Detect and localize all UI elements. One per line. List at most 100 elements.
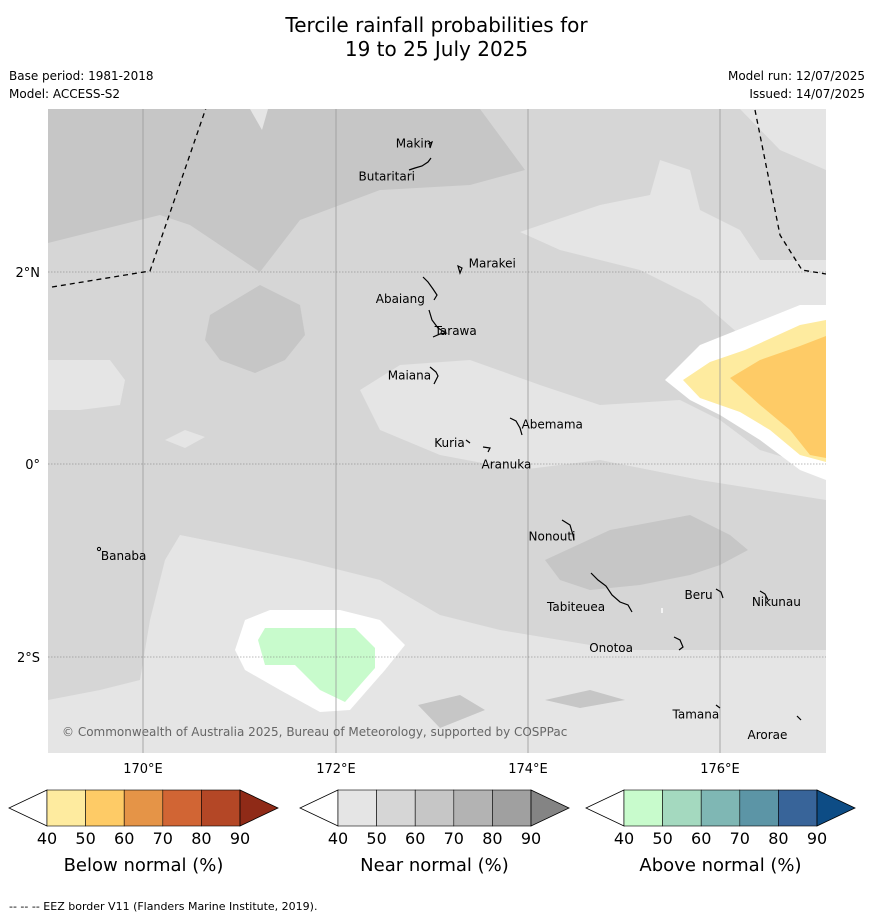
- copyright-notice: © Commonwealth of Australia 2025, Bureau…: [62, 725, 567, 739]
- place-labels: Makin Butaritari Marakei Abaiang Tarawa Maian…: [101, 137, 801, 743]
- colorbar-lower-arrow: [8, 789, 48, 827]
- colorbar-segment: [778, 789, 818, 827]
- near-normal-40-50-area: [740, 109, 826, 170]
- model-run-date: Model run: 12/07/2025: [727, 69, 865, 83]
- colorbar-title: Below normal (%): [64, 855, 224, 876]
- near-normal-40-50-area: [165, 430, 205, 448]
- near-normal-60-70-area: [545, 515, 748, 590]
- latitude-tick-labels: 2°N 0° 2°S: [16, 266, 41, 666]
- colorbar-segment: [623, 789, 663, 827]
- colorbar-tick-label: 40: [328, 829, 348, 848]
- longitude-tick-label: 174°E: [508, 762, 548, 777]
- colorbar-tick-label: 90: [521, 829, 541, 848]
- title-line-2: 19 to 25 July 2025: [344, 37, 529, 61]
- colorbar-tick-label: 90: [807, 829, 827, 848]
- issued-date: Issued: 14/07/2025: [749, 87, 865, 101]
- place-label-abemama: Abemama: [522, 418, 583, 432]
- near-normal-60-70-area: [545, 690, 625, 708]
- colorbar-lower-arrow: [585, 789, 625, 827]
- colorbar-segment: [46, 789, 86, 827]
- colorbar-tick-label: 70: [444, 829, 464, 848]
- colorbar-segment: [662, 789, 702, 827]
- colorbar-segment: [739, 789, 779, 827]
- place-label-onotoa: Onotoa: [589, 641, 633, 655]
- near-normal-40-50-area: [48, 535, 826, 753]
- colorbar-legends: 40 50 60 70 80 90 Below normal (%) 40 50 60 70 80 90…: [8, 789, 856, 876]
- colorbar-segment: [201, 789, 241, 827]
- below-normal-50-60-area: [730, 336, 826, 458]
- latitude-tick-label: 2°N: [16, 266, 41, 281]
- place-label-tabiteuea: Tabiteuea: [546, 600, 605, 614]
- near-normal-60-70-area: [418, 695, 485, 728]
- near-normal-60-70-area: [205, 285, 305, 373]
- colorbar-lower-arrow: [299, 789, 339, 827]
- colorbar-segment: [453, 789, 493, 827]
- colorbar-tick-label: 60: [114, 829, 134, 848]
- longitude-tick-label: 170°E: [123, 762, 163, 777]
- longitude-tick-label: 176°E: [700, 762, 740, 777]
- colorbar-tick-label: 90: [230, 829, 250, 848]
- island-outlines: [408, 140, 802, 721]
- place-label-abaiang: Abaiang: [376, 292, 425, 306]
- place-label-marakei: Marakei: [469, 257, 516, 271]
- place-label-aranuka: Aranuka: [482, 458, 532, 472]
- colorbar-upper-arrow: [530, 789, 570, 827]
- colorbar-segment: [85, 789, 125, 827]
- colorbar-tick-label: 50: [366, 829, 386, 848]
- latitude-tick-label: 0°: [25, 458, 40, 473]
- colorbar-1: 40 50 60 70 80 90 Below normal (%): [8, 789, 279, 876]
- colorbar-tick-label: 60: [405, 829, 425, 848]
- above-normal-40-50-area: [258, 628, 375, 702]
- colorbar-2: 40 50 60 70 80 90 Near normal (%): [299, 789, 570, 876]
- colorbar-tick-label: 70: [730, 829, 750, 848]
- colorbar-segment: [700, 789, 741, 827]
- colorbar-upper-arrow: [239, 789, 279, 827]
- banaba-island-outline: [96, 546, 102, 552]
- place-label-nikunau: Nikunau: [752, 595, 801, 609]
- colorbar-title: Near normal (%): [360, 855, 509, 876]
- eez-footnote: -- -- -- EEZ border V11 (Flanders Marine…: [9, 900, 318, 913]
- colorbar-tick-label: 50: [652, 829, 672, 848]
- latitude-gridlines: [48, 271, 826, 658]
- colorbar-tick-label: 70: [153, 829, 173, 848]
- place-label-beru: Beru: [685, 588, 713, 602]
- colorbar-segment: [492, 789, 532, 827]
- colorbar-segment: [123, 789, 164, 827]
- eez-border: [51, 109, 826, 288]
- place-label-banaba: Banaba: [101, 549, 147, 563]
- colorbar-tick-label: 80: [482, 829, 502, 848]
- colorbar-tick-label: 40: [37, 829, 57, 848]
- place-label-nonouti: Nonouti: [529, 529, 576, 543]
- colorbar-3: 40 50 60 70 80 90 Above normal (%): [585, 789, 856, 876]
- place-label-tamana: Tamana: [672, 708, 720, 722]
- place-label-maiana: Maiana: [388, 368, 431, 382]
- colorbar-segment: [376, 789, 416, 827]
- colorbar-tick-label: 40: [614, 829, 634, 848]
- near-normal-40-50-area: [520, 160, 826, 335]
- colorbar-tick-label: 80: [191, 829, 211, 848]
- latitude-tick-label: 2°S: [17, 651, 40, 666]
- longitude-tick-labels: 170°E 172°E 174°E 176°E: [123, 762, 740, 777]
- colorbar-segment: [414, 789, 455, 827]
- near-normal-40-50-area: [360, 360, 826, 500]
- near-normal-40-50-area: [48, 360, 125, 410]
- base-period: Base period: 1981-2018: [9, 69, 154, 83]
- colorbar-title: Above normal (%): [639, 855, 801, 876]
- place-label-kuria: Kuria: [434, 436, 465, 450]
- colorbar-segment: [162, 789, 202, 827]
- title-line-1: Tercile rainfall probabilities for: [285, 13, 588, 37]
- colorbar-segment: [337, 789, 377, 827]
- model-name: Model: ACCESS-S2: [9, 87, 121, 101]
- place-label-makin: Makin: [396, 137, 432, 151]
- colorbar-tick-label: 50: [75, 829, 95, 848]
- colorbar-tick-label: 60: [691, 829, 711, 848]
- colorbar-upper-arrow: [816, 789, 856, 827]
- near-normal-40-50-area: [250, 109, 268, 130]
- place-label-arorae: Arorae: [748, 728, 788, 742]
- longitude-tick-label: 172°E: [316, 762, 356, 777]
- place-label-butaritari: Butaritari: [359, 169, 416, 183]
- colorbar-tick-label: 80: [768, 829, 788, 848]
- longitude-gridlines: [142, 109, 721, 753]
- place-label-tarawa: Tarawa: [434, 324, 477, 338]
